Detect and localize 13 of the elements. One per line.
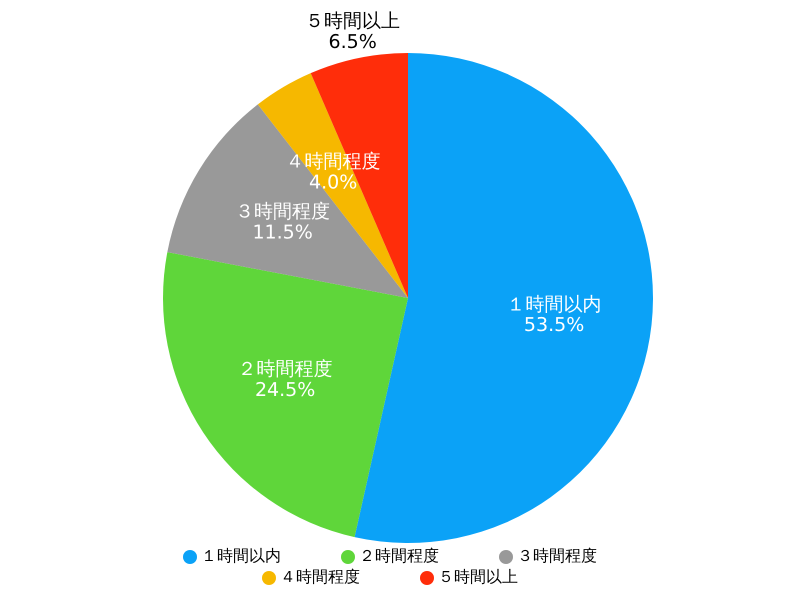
data-label: 11.5% [252, 221, 313, 244]
legend-label: ２時間程度 [359, 546, 439, 565]
legend-label: ５時間以上 [438, 567, 518, 586]
legend-label: １時間以内 [201, 546, 281, 565]
data-label: 24.5% [254, 378, 316, 401]
data-label: 53.5% [524, 314, 584, 336]
data-label: 6.5% [328, 30, 377, 53]
legend-label: ４時間程度 [280, 567, 360, 586]
slice-label: ２時間程度 [238, 358, 333, 380]
slice-label: ５時間以上 [305, 10, 400, 32]
slice-label: ３時間程度 [235, 200, 330, 222]
legend-label: ３時間程度 [517, 546, 597, 565]
slice-label: １時間以内 [506, 293, 602, 316]
